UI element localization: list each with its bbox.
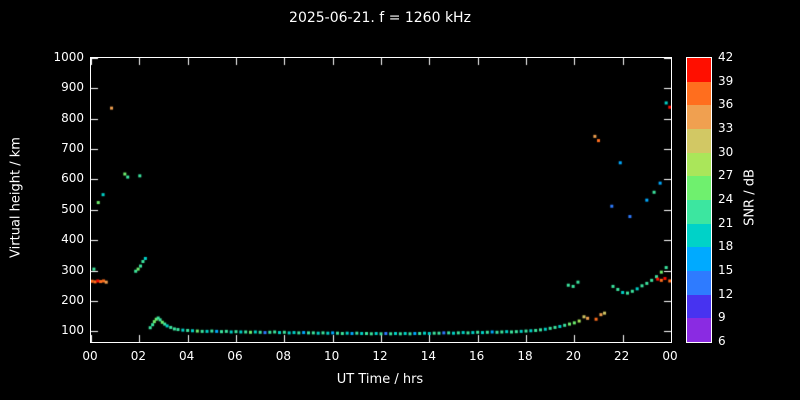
- x-tick-label: 12: [372, 349, 388, 363]
- colorbar-tick-label: 42: [718, 50, 734, 64]
- colorbar-tick-label: 39: [718, 73, 734, 88]
- y-tick-label: 300: [61, 262, 84, 277]
- colorbar-tick-label: 12: [718, 286, 734, 301]
- colorbar-band: [687, 105, 711, 129]
- x-tick-label: 22: [614, 349, 630, 363]
- colorbar-tick-label: 6: [718, 334, 726, 348]
- colorbar-tick-label: 9: [718, 310, 726, 325]
- colorbar-band: [687, 129, 711, 153]
- x-tick-label: 10: [324, 349, 340, 363]
- x-tick-label: 00: [662, 349, 678, 363]
- x-tick-label: 16: [469, 349, 485, 363]
- colorbar-tick-label: 15: [718, 263, 734, 277]
- x-tick-label: 14: [420, 349, 436, 363]
- x-tick-label: 06: [227, 349, 243, 363]
- x-axis-label: UT Time / hrs: [336, 372, 424, 387]
- colorbar-band: [687, 223, 711, 248]
- colorbar-band: [687, 271, 711, 295]
- y-tick-label: 200: [61, 292, 84, 307]
- x-tick-label: 04: [179, 349, 195, 363]
- colorbar-tick-label: 27: [718, 168, 734, 183]
- y-tick-label: 900: [61, 80, 84, 95]
- colorbar-tick-label: 24: [718, 192, 734, 206]
- colorbar-tick-label: 30: [718, 144, 734, 159]
- x-tick-label: 02: [130, 349, 146, 363]
- x-tick-label: 18: [517, 349, 533, 363]
- plot-canvas: [91, 58, 671, 342]
- y-axis-label: Virtual height / km: [8, 137, 24, 258]
- colorbar-tick-label: 18: [718, 239, 734, 254]
- colorbar-band: [687, 81, 711, 106]
- y-tick-label: 100: [61, 323, 84, 338]
- colorbar-axis-label: SNR / dB: [742, 169, 758, 226]
- colorbar-band: [687, 58, 711, 82]
- x-tick-label: 20: [565, 349, 581, 363]
- colorbar-band: [687, 318, 711, 342]
- x-tick-label: 08: [275, 349, 291, 363]
- y-tick-label: 400: [61, 232, 84, 247]
- colorbar-tick-label: 33: [718, 121, 734, 135]
- chart-title: 2025-06-21. f = 1260 kHz: [289, 10, 471, 26]
- colorbar-band: [687, 294, 711, 319]
- colorbar-band: [687, 176, 711, 200]
- y-tick-label: 500: [61, 201, 84, 216]
- y-tick-label: 800: [61, 110, 84, 125]
- colorbar-tick-label: 21: [718, 215, 734, 230]
- y-tick-label: 700: [61, 141, 84, 156]
- colorbar-band: [687, 247, 711, 271]
- y-tick-label: 1000: [53, 50, 84, 64]
- colorbar-tick-label: 36: [718, 97, 734, 112]
- colorbar-band: [687, 152, 711, 177]
- y-tick-label: 600: [61, 171, 84, 186]
- plot-area: [90, 57, 672, 343]
- x-tick-label: 00: [82, 349, 98, 363]
- colorbar-band: [687, 200, 711, 224]
- colorbar: [686, 57, 712, 343]
